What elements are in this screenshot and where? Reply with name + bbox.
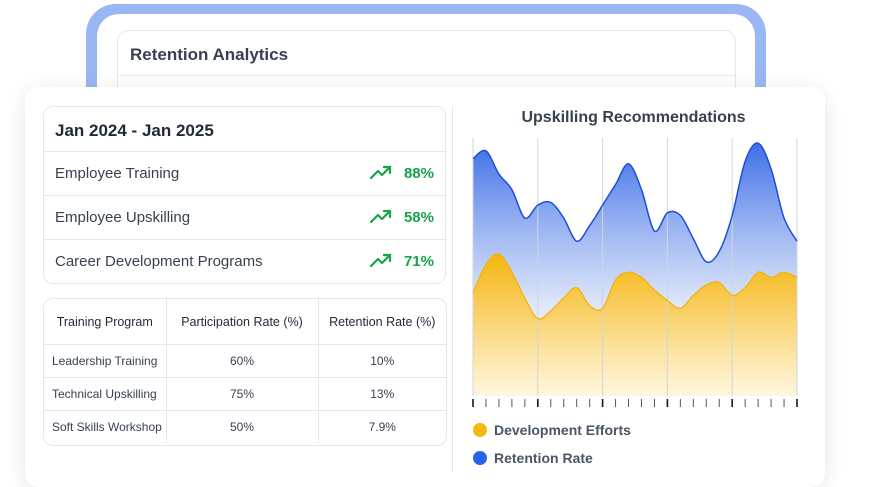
column-header-training-program[interactable]: Training Program (44, 299, 167, 345)
series-line-retention-rate (472, 142, 798, 264)
table-cell: 13% (318, 377, 446, 411)
table-cell: 7.9% (368, 420, 396, 434)
table-row[interactable]: Leadership Training 60% 10% (44, 344, 446, 378)
upskilling-area-chart (472, 138, 798, 407)
series-line-development-efforts (472, 253, 798, 320)
chart-gridlines (472, 138, 798, 396)
table-header-row: Training Program Participation Rate (%) … (44, 299, 446, 345)
retention-analytics-title: Retention Analytics (130, 45, 289, 64)
trending-up-icon (370, 253, 392, 268)
legend-label: Development Efforts (494, 422, 631, 438)
legend-dot-yellow (473, 423, 487, 437)
table-cell: Technical Upskilling (44, 377, 167, 411)
chart-title: Upskilling Recommendations (521, 109, 746, 126)
panel-divider (452, 106, 453, 473)
metric-label: Employee Training (55, 165, 180, 182)
table-row[interactable]: Technical Upskilling 75% 13% (44, 377, 446, 411)
metric-value: 88% (403, 165, 434, 182)
metrics-card: Jan 2024 - Jan 2025 Employee Training 88… (43, 106, 446, 284)
table-row[interactable]: Soft Skills Workshop 50% 7.9% (44, 410, 446, 443)
table-cell: 50% (166, 410, 319, 443)
table-cell: Soft Skills Workshop (44, 410, 167, 443)
training-programs-table: Training Program Participation Rate (%) … (43, 298, 447, 446)
metric-row-employee-upskilling[interactable]: Employee Upskilling 58% (44, 195, 445, 240)
metric-label: Career Development Programs (55, 253, 263, 270)
table-cell: Leadership Training (44, 344, 167, 378)
metric-row-employee-training[interactable]: Employee Training 88% (44, 151, 445, 196)
series-area-development-efforts (473, 253, 797, 396)
metric-value: 71% (403, 253, 434, 270)
trending-up-icon (370, 165, 392, 180)
back-card-divider (118, 75, 735, 76)
table-cell: 60% (166, 344, 319, 378)
legend-label: Retention Rate (494, 450, 593, 466)
date-range[interactable]: Jan 2024 - Jan 2025 (55, 121, 214, 140)
metric-label: Employee Upskilling (55, 209, 191, 226)
table-cell: 75% (166, 377, 319, 411)
column-header-retention-rate[interactable]: Retention Rate (%) (318, 299, 446, 345)
table-cell: 10% (318, 344, 446, 378)
legend-dot-blue (473, 451, 487, 465)
metric-row-career-development[interactable]: Career Development Programs 71% (44, 239, 445, 284)
trending-up-icon (370, 209, 392, 224)
column-header-participation-rate[interactable]: Participation Rate (%) (166, 299, 319, 345)
metric-value: 58% (403, 209, 434, 226)
